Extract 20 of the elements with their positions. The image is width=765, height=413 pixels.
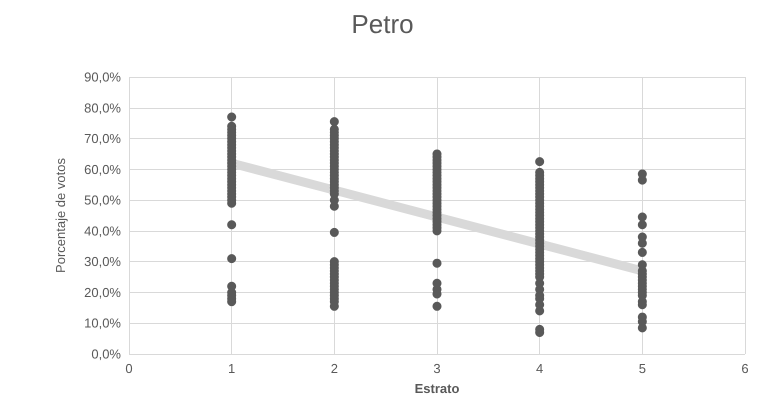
y-tick-label: 40,0% [84, 223, 122, 238]
y-tick-label: 60,0% [84, 162, 122, 177]
x-tick-label: 5 [638, 361, 646, 376]
y-tick-label: 80,0% [84, 100, 122, 116]
y-axis-title: Porcentaje de votos [53, 158, 68, 273]
x-tick-label: 2 [330, 361, 338, 376]
y-tick-label: 20,0% [84, 284, 122, 300]
y-tick-label: 30,0% [84, 254, 122, 270]
x-tick-label: 4 [536, 361, 544, 376]
y-tick-label: 70,0% [84, 131, 122, 146]
y-tick-label: 50,0% [84, 192, 122, 208]
y-tick-label: 90,0% [84, 70, 122, 84]
x-tick-label: 3 [433, 361, 441, 376]
x-tick-label: 6 [741, 361, 749, 376]
chart-title: Petro [351, 9, 414, 39]
y-tick-label: 10,0% [84, 316, 122, 331]
x-tick-label: 1 [228, 361, 236, 376]
x-tick-label: 0 [125, 361, 133, 376]
y-tick-label: 0,0% [91, 346, 122, 362]
x-axis-title: Estrato [414, 381, 460, 396]
